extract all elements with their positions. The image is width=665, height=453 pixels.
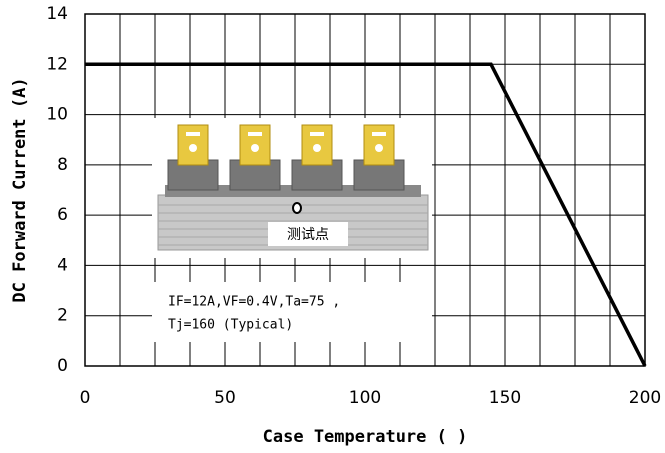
x-axis-label: Case Temperature ( ) [263,427,468,447]
chart: Case Temperature ( ) DC Forward Current … [0,0,665,453]
terminal-hole [313,144,321,152]
y-tick-label: 12 [46,54,68,74]
x-tick-label: 0 [80,388,91,408]
conditions-text: Tj=160 (Typical) [168,318,293,333]
x-tick-label: 150 [489,388,521,408]
y-tick-label: 10 [46,105,68,125]
terminal-hole [189,144,197,152]
terminal-slot [248,132,262,136]
terminal-slot [372,132,386,136]
y-tick-label: 8 [57,155,68,175]
x-tick-label: 100 [349,388,381,408]
conditions-box [152,282,432,342]
y-tick-label: 2 [57,306,68,326]
x-tick-label: 50 [214,388,236,408]
y-tick-label: 4 [57,255,68,275]
y-tick-label: 0 [57,356,68,376]
test-point-marker [293,203,301,213]
x-tick-label: 200 [629,388,661,408]
y-axis-label: DC Forward Current (A) [10,77,30,302]
test-point-label: 测试点 [287,227,329,243]
terminal-hole [251,144,259,152]
conditions-text: IF=12A,VF=0.4V,Ta=75 , [168,295,340,310]
y-tick-label: 6 [57,205,68,225]
y-tick-label: 14 [46,4,68,24]
terminal-slot [186,132,200,136]
terminal-slot [310,132,324,136]
terminal-hole [375,144,383,152]
